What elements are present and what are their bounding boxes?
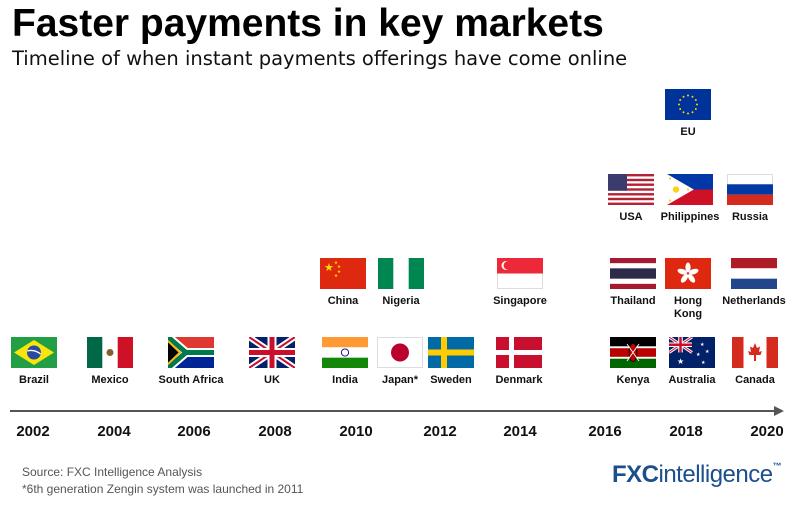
country-label: EU [680,126,696,138]
uk-flag-icon [249,337,295,368]
page-subtitle: Timeline of when instant payments offeri… [12,47,628,70]
country-label: Japan* [381,374,419,386]
country-netherlands: Netherlands [714,258,794,308]
country-denmark: Denmark [479,337,559,387]
country-australia: ★ ★ ★ ★ ★ Australia [652,337,732,387]
country-label: Philippines [660,211,720,223]
year-label: 2008 [258,423,292,440]
country-japan: Japan* [360,337,440,387]
country-label: Nigeria [382,295,420,307]
country-hong-kong: Hong Kong [648,258,728,321]
country-brazil: Brazil [0,337,74,387]
india-flag-icon [322,337,368,368]
svg-text:★: ★ [677,357,684,366]
year-label: 2002 [16,423,50,440]
svg-text:★: ★ [334,273,338,279]
timeline-axis [10,410,776,412]
country-philippines: Philippines [650,174,730,224]
country-label: India [332,374,358,386]
thailand-flag-icon [610,258,656,289]
china-flag-icon: ★ ★ ★ ★ ★ [320,258,366,289]
country-eu: EU [648,89,728,139]
year-label: 2018 [669,423,703,440]
country-india: India [305,337,385,387]
country-label: UK [264,374,280,386]
country-singapore: Singapore [480,258,560,308]
year-label: 2012 [423,423,457,440]
australia-flag-icon: ★ ★ ★ ★ ★ [669,337,715,368]
source-note: Source: FXC Intelligence Analysis [22,465,203,479]
country-kenya: Kenya [593,337,673,387]
philippines-flag-icon [667,174,713,205]
country-label: Mexico [91,374,129,386]
country-sweden: Sweden [411,337,491,387]
denmark-flag-icon [496,337,542,368]
country-mexico: Mexico [70,337,150,387]
country-thailand: Thailand [593,258,673,308]
country-nigeria: Nigeria [361,258,441,308]
canada-flag-icon [732,337,778,368]
hong-kong-flag-icon [665,258,711,289]
country-label: Russia [731,211,769,223]
svg-text:★: ★ [337,269,341,275]
country-label: USA [619,211,643,223]
year-label: 2010 [339,423,373,440]
kenya-flag-icon [610,337,656,368]
year-label: 2004 [97,423,131,440]
japan-flag-icon [377,337,423,368]
year-label: 2014 [503,423,537,440]
fxc-intelligence-logo: FXCintelligence™ [612,461,782,491]
logo-tm-text: ™ [772,461,782,471]
netherlands-flag-icon [731,258,777,289]
country-label: China [327,295,359,307]
timeline-arrow-icon [774,406,784,416]
year-label: 2016 [588,423,622,440]
country-canada: Canada [715,337,795,387]
country-label: Netherlands [722,295,786,307]
page-title: Faster payments in key markets [12,2,604,45]
country-russia: Russia [710,174,790,224]
country-label: Brazil [19,374,49,386]
country-usa: USA [591,174,671,224]
svg-text:★: ★ [705,349,710,355]
svg-text:★: ★ [700,342,705,348]
country-label: Singapore [493,295,547,307]
mexico-flag-icon [87,337,133,368]
country-label: Denmark [495,374,543,386]
svg-text:★: ★ [696,352,701,358]
year-label: 2006 [177,423,211,440]
footnote: *6th generation Zengin system was launch… [22,482,304,496]
country-label: Australia [668,374,716,386]
country-label: Thailand [610,295,656,307]
country-label: Sweden [430,374,472,386]
svg-text:★: ★ [701,360,706,366]
country-south-africa: South Africa [151,337,231,387]
eu-flag-icon [665,89,711,120]
svg-text:★: ★ [334,260,338,266]
usa-flag-icon [608,174,654,205]
country-label: Canada [735,374,775,386]
south-africa-flag-icon [168,337,214,368]
singapore-flag-icon [497,258,543,289]
country-label: Kenya [616,374,650,386]
country-label: South Africa [158,374,224,386]
brazil-flag-icon [11,337,57,368]
svg-text:★: ★ [337,264,341,270]
country-uk: UK [232,337,312,387]
country-label: Hong Kong [673,295,703,320]
year-label: 2020 [750,423,784,440]
russia-flag-icon [727,174,773,205]
svg-text:★: ★ [324,261,334,274]
sweden-flag-icon [428,337,474,368]
logo-intel-text: intelligence [658,461,774,488]
country-china: ★ ★ ★ ★ ★ China [303,258,383,308]
logo-fx-text: FXC [612,461,659,488]
nigeria-flag-icon [378,258,424,289]
